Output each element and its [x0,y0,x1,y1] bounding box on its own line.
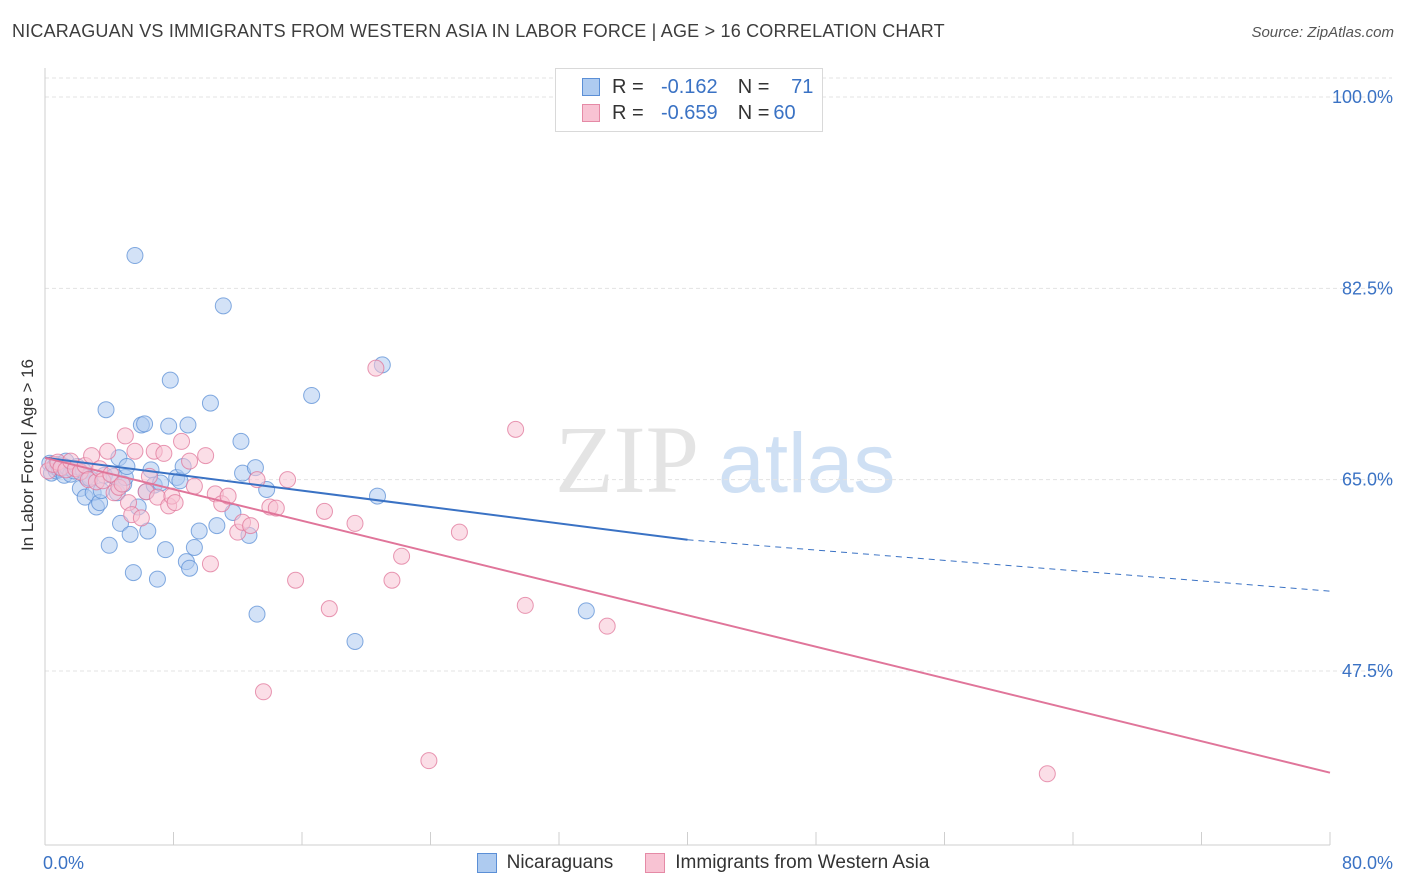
y-tick-label: 65.0% [1342,470,1393,490]
nicaraguans-point [208,517,226,535]
western-asia-point [598,617,616,635]
x-tick-label: 80.0% [1342,853,1393,873]
nicaraguans-point [97,401,115,419]
western-asia-point [185,477,203,495]
y-tick-label: 100.0% [1332,87,1393,107]
nicaraguans-point [124,564,142,582]
nicaraguans-point [121,525,139,543]
nicaraguans-point [148,570,166,588]
legend-item-western-asia[interactable]: Immigrants from Western Asia [645,852,929,874]
nicaraguans-point [303,386,321,404]
western-asia-point [126,442,144,460]
nicaraguans-trendline-extension [687,539,1331,592]
nicaraguans-point [160,417,178,435]
stats-legend-row-nicaraguans: R = -0.162 N = 71 [582,75,813,99]
legend-label-western-asia: Immigrants from Western Asia [675,852,930,873]
western-asia-point [516,596,534,614]
nicaraguans-trendline [44,456,688,541]
n-value: 71 [791,75,814,98]
western-asia-point [420,752,438,770]
n-value: 60 [773,101,796,124]
n-label: N = [737,75,770,98]
r-label: R = [612,101,644,124]
x-tick-label: 0.0% [43,853,84,873]
nicaraguans-point [185,538,203,556]
stats-legend: R = -0.162 N = 71 R = -0.659 N = 60 [555,68,823,132]
western-asia-point [320,600,338,618]
watermark-zip: ZIP [555,406,699,513]
western-asia-point [197,447,215,465]
western-asia-point [201,555,219,573]
nicaraguans-point [111,514,129,532]
y-tick-label: 47.5% [1342,661,1393,681]
western-asia-point [254,683,272,701]
western-asia-point [267,499,285,517]
western-asia-point [507,420,525,438]
western-asia-point [166,494,184,512]
source-label: Source: ZipAtlas.com [1251,24,1394,41]
nicaraguans-point [190,522,208,540]
nicaraguans-point [156,541,174,559]
nicaraguans-point [214,297,232,315]
nicaraguans-point [201,394,219,412]
watermark-atlas: atlas [718,416,895,510]
western-asia-point [367,359,385,377]
western-asia-point [99,442,117,460]
western-asia-legend-swatch [645,853,666,873]
nicaraguans-legend-swatch [476,853,497,873]
nicaraguans-point [136,415,154,433]
western-asia-swatch [582,104,600,122]
western-asia-point [1038,765,1056,783]
western-asia-point [450,523,468,541]
western-asia-trendline [44,456,1331,774]
western-asia-point [116,427,134,445]
nicaraguans-point [100,536,118,554]
y-tick-label: 82.5% [1342,278,1393,298]
series-legend: Nicaraguans Immigrants from Western Asia [0,852,1406,874]
nicaraguans-swatch [582,78,600,96]
western-asia-point [173,432,191,450]
nicaraguans-point [181,559,199,577]
nicaraguans-point [232,432,250,450]
stats-legend-row-western-asia: R = -0.659 N = 60 [582,101,805,125]
nicaraguans-point [179,416,197,434]
nicaraguans-point [161,371,179,389]
nicaraguans-point [126,247,144,265]
r-value: -0.659 [660,101,718,124]
western-asia-point [279,471,297,489]
western-asia-point [315,502,333,520]
legend-item-nicaraguans[interactable]: Nicaraguans [476,852,614,874]
western-asia-point [242,517,260,535]
western-asia-point [346,514,364,532]
nicaraguans-point [577,602,595,620]
western-asia-point [287,571,305,589]
western-asia-point [181,452,199,470]
legend-label-nicaraguans: Nicaraguans [506,852,614,873]
western-asia-point [155,444,173,462]
western-asia-point [219,487,237,505]
chart-title: NICARAGUAN VS IMMIGRANTS FROM WESTERN AS… [12,21,945,41]
n-label: N = [737,101,770,124]
western-asia-point [393,547,411,565]
nicaraguans-point [346,632,364,650]
western-asia-point [383,571,401,589]
r-value: -0.162 [660,75,718,98]
nicaraguans-point [248,605,266,623]
western-asia-point [132,509,150,527]
r-label: R = [612,75,644,98]
